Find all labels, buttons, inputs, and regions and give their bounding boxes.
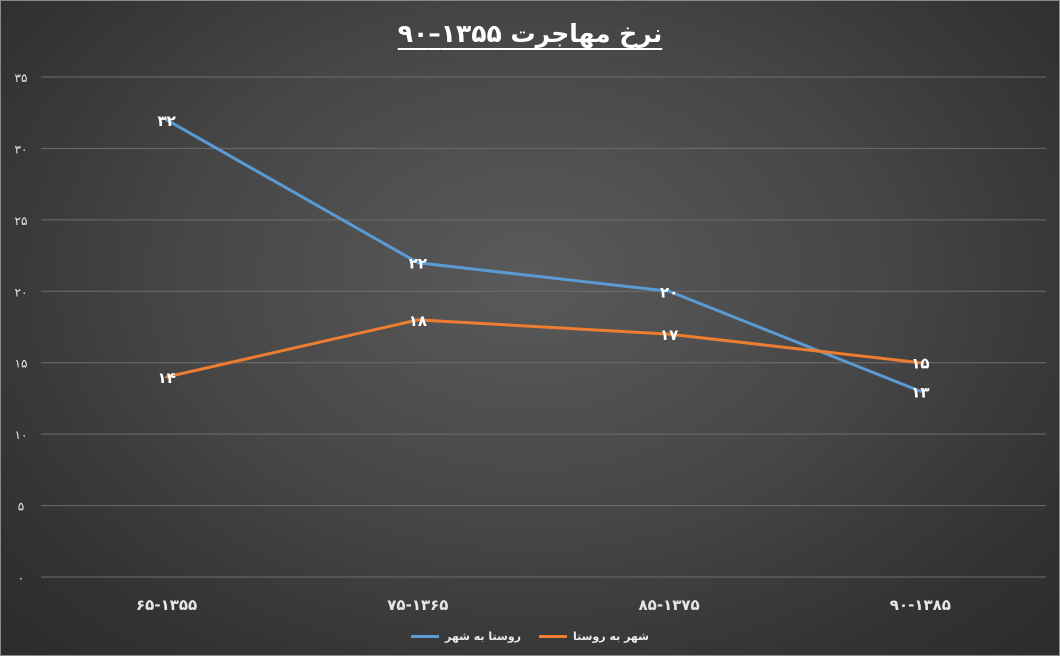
series-lines (165, 118, 922, 393)
y-axis-ticks: ۰ ۵ ۱۰ ۱۵ ۲۰ ۲۵ ۳۰ ۳۵ (15, 71, 28, 585)
chart-title: نرخ مهاجرت ۱۳۵۵–۹۰ (397, 19, 663, 48)
x-tick-label: ۶۵-۱۳۵۵ (136, 596, 197, 614)
series-line-1 (165, 118, 922, 393)
x-tick-label: ۷۵-۱۳۶۵ (387, 596, 448, 614)
data-label: ۱۷ (660, 326, 678, 344)
gridlines (41, 76, 1046, 578)
x-axis-ticks: ۶۵-۱۳۵۵ ۷۵-۱۳۶۵ ۸۵-۱۳۷۵ ۹۰-۱۳۸۵ (136, 596, 951, 614)
x-tick-label: ۸۵-۱۳۷۵ (639, 596, 700, 614)
x-tick-label: ۹۰-۱۳۸۵ (890, 596, 951, 614)
legend-swatch (411, 635, 439, 638)
y-tick-label: ۳۵ (15, 71, 28, 85)
y-tick-label: ۱۵ (15, 357, 28, 371)
data-labels: ۳۲ ۲۲ ۲۰ ۱۳ ۱۴ ۱۸ ۱۷ ۱۵ (157, 112, 929, 401)
legend-swatch (539, 635, 567, 638)
legend-item-series-1: روستا به شهر (411, 630, 521, 643)
y-tick-label: ۱۰ (15, 428, 28, 442)
legend-label: شهر به روستا (573, 630, 649, 643)
y-tick-label: ۵ (18, 500, 24, 514)
data-label: ۱۳ (911, 383, 929, 401)
legend: روستا به شهر شهر به روستا (1, 630, 1059, 643)
legend-label: روستا به شهر (445, 630, 521, 643)
data-label: ۲۲ (409, 255, 427, 273)
data-label: ۱۴ (157, 369, 175, 387)
data-label: ۱۵ (911, 355, 929, 373)
y-tick-label: ۲۵ (15, 214, 28, 228)
y-tick-label: ۳۰ (15, 142, 28, 156)
data-label: ۳۲ (157, 112, 175, 130)
y-tick-label: ۰ (18, 571, 24, 585)
data-label: ۱۸ (409, 312, 427, 330)
legend-item-series-2: شهر به روستا (539, 630, 649, 643)
series-line-2 (165, 318, 922, 379)
data-label: ۲۰ (660, 283, 678, 301)
y-tick-label: ۲۰ (15, 285, 28, 299)
